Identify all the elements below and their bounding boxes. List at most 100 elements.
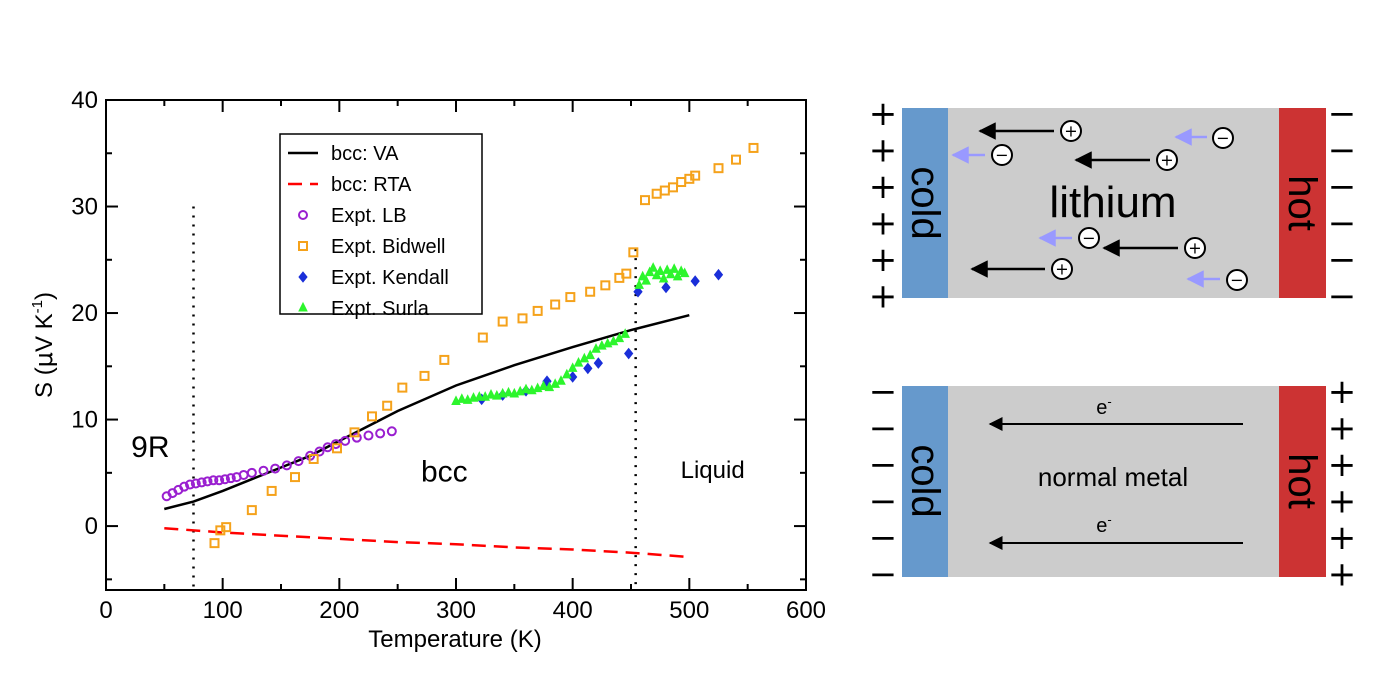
normal-metal-diagram: cold hot normal metal e- e- −−−−−− +++++… <box>869 372 1357 595</box>
data-point <box>497 316 508 327</box>
series-expt-lb <box>161 426 397 502</box>
series-bcc-rta <box>164 526 690 559</box>
charge-sign: + <box>869 94 898 134</box>
data-point <box>314 446 325 457</box>
legend-swatch <box>298 210 308 220</box>
data-point <box>367 411 377 422</box>
data-point <box>258 465 269 476</box>
data-point <box>349 427 360 438</box>
lithium-label: lithium <box>1049 178 1176 227</box>
x-tick-label: 0 <box>99 597 112 624</box>
series-line <box>164 526 690 559</box>
electron-carrier-ring <box>1226 269 1248 291</box>
data-point <box>503 386 514 397</box>
y-tick-label: 40 <box>71 87 98 114</box>
hole-carrier-ring <box>1156 149 1178 171</box>
lithium-diagram: cold hot lithium ++++++ −−−−−− ++++−−−− <box>869 94 1357 317</box>
data-point <box>225 473 236 484</box>
electron-carrier: − <box>1230 271 1243 290</box>
legend-label: Expt. Kendall <box>331 267 449 289</box>
electron-carrier: − <box>1082 229 1095 248</box>
data-point <box>668 182 678 193</box>
data-point <box>214 475 225 486</box>
charge-sign: + <box>1328 518 1357 558</box>
data-point <box>690 275 700 287</box>
data-point <box>270 463 281 474</box>
data-point <box>713 268 724 281</box>
hole-carrier: + <box>1055 260 1068 279</box>
x-tick-label: 200 <box>319 597 359 624</box>
data-point <box>322 442 333 453</box>
series-expt-bidwell <box>209 142 759 549</box>
data-point <box>655 265 665 275</box>
data-point <box>208 475 219 486</box>
data-point <box>628 247 639 258</box>
data-point <box>690 170 701 181</box>
data-point <box>567 362 578 372</box>
data-point <box>593 357 603 369</box>
charge-sign: + <box>869 204 898 244</box>
hole-carrier-ring <box>1060 120 1082 142</box>
charge-sign: − <box>1328 94 1357 134</box>
data-point <box>486 388 496 399</box>
data-point <box>637 270 648 281</box>
cold-reservoir <box>902 386 948 577</box>
data-point <box>196 477 207 488</box>
charge-sign: + <box>869 277 898 317</box>
data-point <box>457 393 467 403</box>
charge-sign: − <box>869 555 898 595</box>
electron-label: e- <box>1096 394 1111 419</box>
hot-reservoir <box>1279 108 1326 298</box>
data-point <box>521 383 531 394</box>
data-point <box>676 177 687 188</box>
hot-label: hot <box>1280 175 1324 231</box>
charge-sign: − <box>869 409 898 449</box>
x-tick-label: 500 <box>669 597 709 624</box>
charge-sign: − <box>1328 131 1357 171</box>
hole-carrier-ring <box>1184 237 1206 259</box>
normal-metal-label: normal metal <box>1038 462 1188 492</box>
cold-side-charges: −−−−−− <box>869 372 898 595</box>
axis-ticks: 0 100 200 300 400 500 600 0 10 20 30 40 <box>71 87 826 624</box>
data-point <box>662 264 672 274</box>
legend-label: Expt. Bidwell <box>331 236 446 258</box>
data-point <box>565 292 576 303</box>
data-point <box>640 195 650 206</box>
data-point <box>293 456 304 467</box>
cold-reservoir <box>902 108 948 298</box>
y-tick-label: 20 <box>71 300 98 327</box>
data-point <box>651 188 662 199</box>
electron-label: e- <box>1096 512 1111 537</box>
legend-label: bcc: RTA <box>331 174 412 196</box>
data-point <box>517 313 528 324</box>
x-tick-label: 100 <box>203 597 243 624</box>
hot-reservoir <box>1279 386 1326 577</box>
data-point <box>620 328 630 338</box>
data-point <box>474 391 485 401</box>
data-point <box>363 430 374 441</box>
data-point <box>731 154 741 165</box>
data-point <box>439 354 450 365</box>
legend: bcc: VA bcc: RTA Expt. LB Expt. Bidwell Expt… <box>279 133 483 320</box>
charge-carriers: ++++−−−− <box>951 120 1248 291</box>
charge-sign: + <box>1328 372 1357 412</box>
hole-carrier: + <box>1160 151 1173 170</box>
x-tick-label: 300 <box>436 597 476 624</box>
seebeck-chart: 0 100 200 300 400 500 600 0 10 20 30 40 9R bcc Liquid… <box>29 87 826 653</box>
legend-swatch <box>298 241 308 251</box>
phase-label: 9R <box>131 431 169 464</box>
charge-sign: − <box>1328 277 1357 317</box>
charge-sign: − <box>1328 204 1357 244</box>
charge-sign: + <box>869 167 898 207</box>
data-point <box>246 467 257 478</box>
data-point <box>658 272 669 283</box>
data-point <box>669 263 679 273</box>
series-expt-kendall <box>477 268 724 406</box>
electron-carrier: − <box>995 146 1008 165</box>
legend-label: Expt. Surla <box>331 298 430 320</box>
data-point <box>386 426 397 437</box>
data-point <box>266 485 277 496</box>
data-point <box>281 460 292 471</box>
data-point <box>600 280 611 291</box>
series-layer <box>161 142 759 559</box>
